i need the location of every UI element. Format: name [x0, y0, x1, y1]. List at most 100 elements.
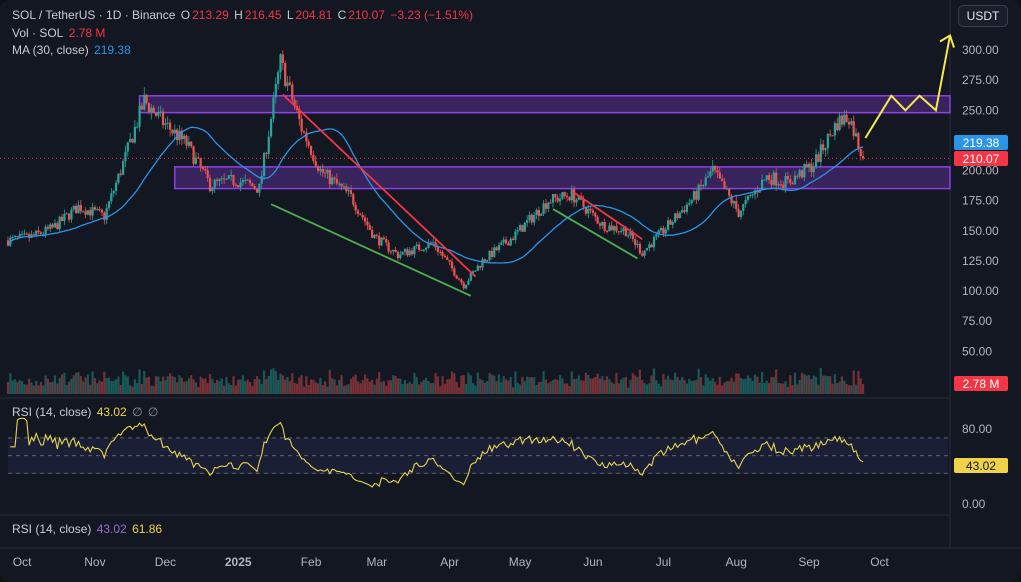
candle-body	[232, 174, 235, 185]
volume-bar	[594, 377, 597, 394]
volume-bar	[82, 381, 85, 394]
volume-bar	[854, 384, 858, 394]
candle-body	[784, 175, 787, 188]
volume-bar	[32, 385, 35, 394]
volume-bar	[441, 376, 444, 394]
candle-body	[812, 167, 815, 172]
volume-bar	[58, 377, 61, 394]
volume-bar	[51, 381, 54, 394]
candle-body	[373, 235, 376, 238]
candle-body	[547, 202, 550, 209]
volume-bar	[387, 380, 390, 394]
candle-body	[136, 126, 139, 128]
time-tick-label: Feb	[301, 555, 322, 569]
candle-body	[194, 157, 198, 164]
candle-body	[225, 178, 228, 180]
volume-bar	[605, 376, 609, 394]
candle-body	[122, 161, 125, 175]
candle-body	[476, 265, 479, 271]
candle-body	[316, 166, 320, 171]
volume-bar	[467, 372, 470, 394]
volume-bar	[105, 378, 108, 394]
volume-bar	[570, 371, 573, 394]
candle-body	[563, 192, 566, 196]
candle-body	[197, 157, 200, 159]
low-value: 204.81	[295, 8, 333, 22]
candle-body	[721, 178, 724, 182]
candle-body	[185, 135, 188, 146]
volume-bar	[526, 376, 529, 394]
candle-body	[528, 214, 531, 221]
volume-bar	[110, 381, 113, 394]
candle-body	[662, 228, 665, 234]
currency-button[interactable]: USDT	[958, 5, 1008, 27]
candle-body	[676, 213, 679, 219]
volume-bar	[232, 376, 235, 394]
volume-bar	[166, 376, 169, 394]
volume-bar	[739, 378, 743, 394]
candle-body	[39, 232, 42, 235]
volume-bar	[561, 378, 564, 394]
candle-body	[281, 54, 284, 63]
candle-body	[206, 170, 209, 179]
candle-body	[28, 233, 31, 238]
volume-bar	[316, 383, 320, 394]
volume-bar	[42, 385, 45, 394]
time-tick-label: Aug	[726, 555, 747, 569]
volume-bar	[23, 384, 26, 394]
hide-icon[interactable]: ∅	[132, 405, 143, 419]
candle-body	[833, 123, 836, 136]
volume-bar	[798, 380, 801, 394]
volume-bar	[112, 380, 115, 394]
volume-bar	[241, 375, 245, 394]
volume-bar	[768, 383, 771, 394]
volume-bar	[237, 379, 240, 394]
time-tick-label: Oct	[13, 555, 32, 569]
candle-body	[502, 239, 505, 243]
volume-bar	[53, 375, 57, 394]
volume-bar	[338, 380, 341, 394]
candle-body	[286, 82, 289, 86]
candle-body	[605, 230, 609, 232]
volume-bar	[253, 379, 256, 394]
volume-bar	[302, 386, 306, 394]
candle-body	[246, 179, 249, 181]
candle-body	[765, 175, 768, 180]
volume-bar	[573, 379, 576, 394]
candle-body	[667, 220, 670, 230]
volume-bar	[13, 379, 17, 394]
volume-bar	[474, 385, 477, 394]
volume-bar	[140, 384, 144, 394]
candle-body	[439, 251, 442, 253]
volume-bar	[25, 384, 28, 394]
volume-bar	[507, 380, 510, 394]
volume-bar	[829, 376, 832, 394]
candle-body	[126, 142, 129, 152]
candle-body	[852, 121, 855, 137]
volume-bar	[291, 373, 294, 394]
candle-body	[514, 231, 517, 241]
candle-body	[251, 183, 254, 187]
candle-body	[457, 278, 461, 280]
volume-bar	[335, 385, 338, 394]
volume-bar	[782, 383, 785, 394]
volume-bar	[270, 369, 273, 394]
volume-bar	[784, 381, 787, 394]
candle-body	[612, 226, 616, 231]
volume-bar	[136, 382, 139, 394]
candle-body	[51, 224, 54, 228]
volume-bar	[845, 383, 848, 394]
candle-body	[549, 202, 552, 204]
settings-icon[interactable]: ∅	[147, 405, 159, 419]
volume-bar	[70, 378, 73, 394]
volume-bar	[223, 385, 226, 394]
candle-body	[220, 178, 223, 180]
candle-body	[98, 209, 101, 211]
candle-body	[347, 190, 350, 192]
time-tick-label: Mar	[366, 555, 387, 569]
volume-bar	[396, 378, 400, 394]
time-tick-label: May	[509, 555, 532, 569]
volume-bar	[453, 373, 456, 394]
volume-bar	[796, 384, 799, 394]
